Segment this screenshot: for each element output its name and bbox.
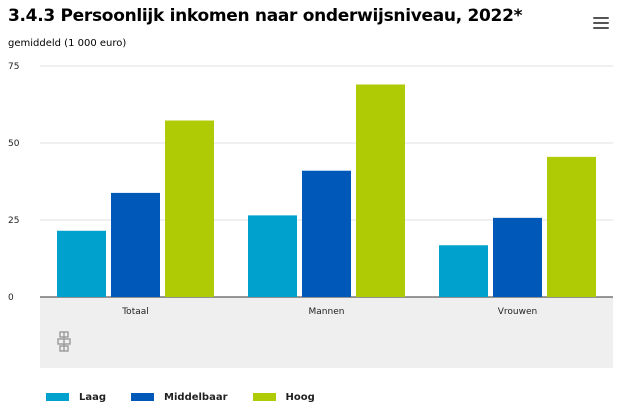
bar-hoog-totaal[interactable] [165, 120, 214, 298]
bars [57, 84, 596, 298]
legend-item-laag[interactable]: Laag [46, 392, 106, 403]
x-tick-label: Vrouwen [498, 307, 537, 317]
x-tick-label: Mannen [309, 307, 345, 317]
legend-label: Middelbaar [164, 391, 228, 403]
bar-laag-totaal[interactable] [57, 230, 106, 297]
x-tick-label: Totaal [121, 307, 149, 317]
legend-label: Laag [79, 391, 107, 403]
y-tick-label: 0 [8, 293, 14, 303]
chart-title: 3.4.3 Persoonlijk inkomen naar onderwijs… [8, 6, 523, 26]
y-tick-label: 50 [8, 139, 20, 149]
y-axis-unit-label: gemiddeld (1 000 euro) [8, 38, 127, 49]
bar-middelbaar-totaal[interactable] [111, 192, 160, 297]
legend: Laag Middelbaar Hoog [46, 389, 340, 405]
bar-hoog-mannen[interactable] [356, 84, 405, 297]
legend-label: Hoog [285, 391, 315, 403]
bar-middelbaar-mannen[interactable] [302, 170, 351, 297]
cbs-logo [57, 331, 71, 352]
y-tick-label: 25 [8, 216, 19, 226]
y-tick-labels: 0 25 50 75 [8, 62, 20, 303]
category-axis-band [40, 297, 613, 368]
legend-swatch [46, 393, 69, 401]
legend-swatch [131, 393, 155, 401]
bar-middelbaar-vrouwen[interactable] [493, 217, 542, 297]
legend-swatch [252, 393, 276, 401]
bar-laag-vrouwen[interactable] [439, 245, 488, 297]
bar-hoog-vrouwen[interactable] [547, 156, 596, 297]
menu-icon[interactable] [593, 17, 609, 31]
y-tick-label: 75 [8, 62, 19, 72]
x-tick-labels: Totaal Mannen Vrouwen [121, 307, 537, 317]
legend-item-middelbaar[interactable]: Middelbaar [131, 392, 228, 403]
legend-item-hoog[interactable]: Hoog [252, 391, 315, 403]
bar-laag-mannen[interactable] [248, 215, 297, 297]
